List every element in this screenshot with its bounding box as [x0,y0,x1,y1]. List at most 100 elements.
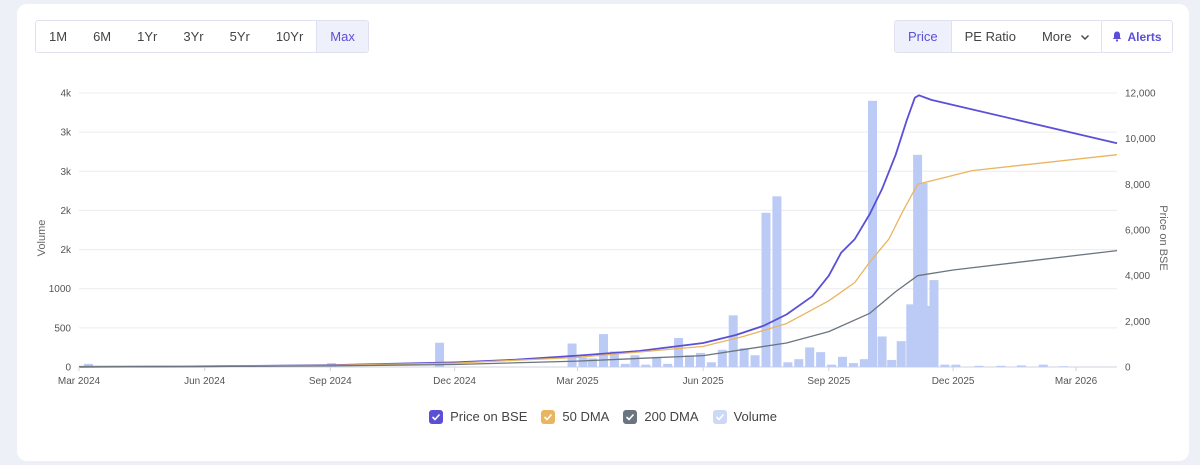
volume-bar [859,359,869,367]
volume-bar [435,342,445,367]
series-lines [78,94,1118,368]
volume-bar [929,280,939,367]
volume-bar [816,352,826,367]
volume-bar [578,357,588,367]
volume-bar [913,154,923,367]
series-line-price-on-bse [78,94,1118,368]
chart-card: 1M 6M 1Yr 3Yr 5Yr 10Yr Max Price PE Rati… [17,4,1189,461]
left-tick-label: 3k [60,167,72,178]
bell-icon [1113,31,1122,42]
range-3yr-button[interactable]: 3Yr [183,29,204,44]
alerts-button[interactable]: Alerts [1101,20,1173,53]
x-tick-label: Dec 2025 [932,376,975,387]
x-axis-ticks: Mar 2024 Jun 2024 Sep 2024 Dec 2024 Mar 2025… [58,367,1098,387]
right-tick-label: 4,000 [1125,271,1150,282]
volume-bar [706,362,716,367]
volume-bar [717,349,727,367]
price-button[interactable]: Price [895,21,952,52]
volume-bar [641,364,651,367]
volume-bar [739,348,749,367]
volume-bar [924,305,934,367]
volume-bar [906,304,916,367]
volume-bar [685,355,695,367]
volume-bar [940,364,950,367]
x-tick-label: Jun 2025 [683,376,725,387]
checkbox-icon [429,409,444,424]
volume-bar [598,334,608,367]
volume-bar [588,358,598,367]
right-tick-label: 12,000 [1125,89,1156,100]
more-label: More [1041,29,1072,44]
left-tick-label: 3k [60,128,72,139]
series-line-50-dma [78,154,1118,368]
volume-bar [877,336,887,367]
x-tick-label: Mar 2025 [556,376,599,387]
volume-bar [674,338,684,367]
x-tick-label: Sep 2025 [807,376,850,387]
legend-label: 50 DMA [562,409,610,424]
checkbox-icon [712,409,727,424]
volume-bar [887,359,897,367]
legend-label: Price on BSE [450,409,528,424]
volume-bar [794,359,804,367]
volume-bar [663,363,673,367]
range-max-button[interactable]: Max [316,21,368,52]
range-5yr-button[interactable]: 5Yr [229,29,250,44]
checkbox-icon [623,409,638,424]
left-tick-label: 500 [54,323,71,334]
legend-200dma[interactable]: 200 DMA [623,409,699,424]
x-tick-label: Dec 2024 [433,376,476,387]
more-dropdown[interactable]: More [1029,21,1103,52]
right-tick-label: 2,000 [1125,317,1150,328]
legend-volume[interactable]: Volume [712,409,777,424]
volume-bar [896,341,906,367]
x-tick-label: Jun 2024 [184,376,226,387]
range-10yr-button[interactable]: 10Yr [275,29,304,44]
volume-bar [868,100,878,367]
chart-legend: Price on BSE 50 DMA 200 DMA Volume [17,409,1189,424]
pe-ratio-button[interactable]: PE Ratio [964,29,1016,44]
left-tick-label: 0 [65,363,71,374]
volume-bar [837,356,847,367]
volume-bar [1038,364,1048,367]
checkbox-icon [541,409,556,424]
right-axis-title: Price on BSE [1157,205,1169,270]
right-tick-label: 6,000 [1125,226,1150,237]
right-axis-ticks: 0 2,000 4,000 6,000 8,000 10,000 12,000 [1125,89,1156,374]
right-tick-label: 8,000 [1125,180,1150,191]
volume-bar [630,355,640,367]
volume-bar [695,352,705,367]
price-volume-chart: 0 500 1000 2k 2k 3k 3k 4k 0 2,000 4,000 6,000 8,000… [36,89,1169,388]
grid-lines [79,92,1117,368]
x-tick-label: Mar 2026 [1055,376,1098,387]
right-tick-label: 10,000 [1125,134,1156,145]
left-tick-label: 2k [60,206,72,217]
volume-bar [728,315,738,367]
legend-price[interactable]: Price on BSE [429,409,527,424]
volume-bar [848,363,858,367]
left-tick-label: 2k [60,245,72,256]
legend-label: 200 DMA [644,409,699,424]
legend-50dma[interactable]: 50 DMA [541,409,609,424]
volume-bar [951,364,961,367]
volume-bar [805,347,815,367]
left-axis-title: Volume [36,220,48,257]
volume-bar [827,364,837,367]
volume-bar [1016,365,1026,367]
volume-bars [84,100,1069,367]
right-tick-label: 0 [1125,363,1131,374]
volume-bar [996,365,1006,367]
range-1yr-button[interactable]: 1Yr [137,29,158,44]
volume-bar [783,362,793,367]
series-line-200-dma [78,249,1118,368]
volume-bar [750,355,760,367]
time-range-selector: 1M 6M 1Yr 3Yr 5Yr 10Yr Max [35,20,369,53]
volume-bar [620,363,630,367]
volume-bar [974,365,984,367]
range-1m-button[interactable]: 1M [49,29,68,44]
volume-bar [1059,366,1069,367]
chevron-down-icon [1080,34,1089,40]
range-6m-button[interactable]: 6M [93,29,112,44]
left-tick-label: 4k [60,89,72,100]
x-tick-label: Sep 2024 [309,376,352,387]
